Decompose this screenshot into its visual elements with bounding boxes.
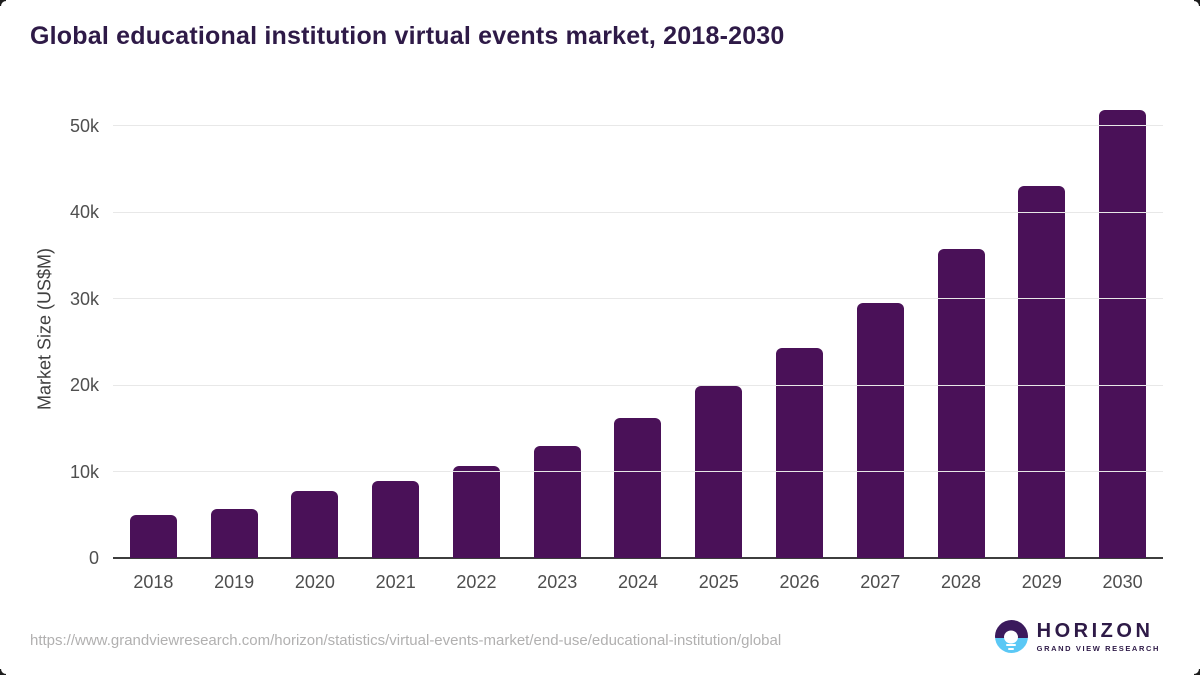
corner-mark-top-right	[1194, 0, 1200, 6]
y-tick-label: 20k	[69, 375, 99, 396]
logo-sun-shape	[1004, 630, 1019, 644]
chart-title: Global educational institution virtual e…	[30, 22, 785, 50]
x-tick-label: 2023	[537, 572, 578, 592]
x-tick-label: 2022	[456, 572, 497, 592]
x-tick-label: 2029	[1021, 572, 1062, 592]
x-tick-label: 2027	[860, 572, 901, 592]
bar-2018[interactable]	[129, 514, 177, 558]
bar-slot	[678, 100, 759, 558]
gridline	[113, 471, 1163, 473]
bar-slot	[840, 100, 921, 558]
bar-2023[interactable]	[533, 445, 581, 558]
x-tick-label: 2020	[294, 572, 335, 592]
corner-mark-bottom-right	[1194, 669, 1200, 675]
y-tick-label: 30k	[69, 288, 99, 309]
bar-slot	[517, 100, 598, 558]
bars-row	[113, 100, 1163, 558]
bar-2027[interactable]	[856, 303, 904, 558]
gridline	[113, 298, 1163, 300]
bar-slot	[1001, 100, 1082, 558]
x-tick-label: 2025	[698, 572, 739, 592]
logo-subtitle: GRAND VIEW RESEARCH	[1036, 643, 1160, 653]
bar-slot	[1082, 100, 1163, 558]
bar-slot	[921, 100, 1002, 558]
x-tick-label: 2019	[214, 572, 255, 592]
logo-mark-icon	[994, 620, 1028, 653]
bar-2026[interactable]	[776, 348, 823, 558]
plot-area	[113, 100, 1163, 559]
x-axis-labels: 2018 2019 2020 2021 2022 2023 2024 2025 2026 2027…	[113, 570, 1163, 594]
bar-2022[interactable]	[452, 466, 500, 558]
gridline	[113, 211, 1163, 213]
y-tick-label: 40k	[69, 202, 99, 223]
y-tick-label: 50k	[69, 115, 99, 136]
bar-slot	[275, 100, 356, 558]
gridline	[113, 125, 1163, 127]
bar-2029[interactable]	[1018, 185, 1066, 558]
y-tick-label: 0	[88, 548, 99, 568]
bar-2030[interactable]	[1099, 109, 1147, 558]
bar-slot	[194, 100, 275, 558]
x-tick-label: 2028	[941, 572, 982, 592]
bar-2024[interactable]	[614, 418, 662, 558]
bar-2028[interactable]	[937, 248, 985, 558]
horizon-logo[interactable]: HORIZON GRAND VIEW RESEARCH	[994, 619, 1160, 653]
x-axis-line	[113, 557, 1163, 559]
bar-slot	[759, 100, 840, 558]
logo-name: HORIZON	[1036, 619, 1154, 642]
source-url: https://www.grandviewresearch.com/horizo…	[30, 632, 782, 649]
bar-2019[interactable]	[210, 508, 258, 558]
x-tick-label: 2021	[375, 572, 416, 592]
x-tick-label: 2024	[617, 572, 658, 592]
logo-reflection-line	[1006, 643, 1017, 646]
bar-2021[interactable]	[372, 481, 420, 558]
bar-slot	[598, 100, 679, 558]
bar-slot	[436, 100, 517, 558]
gridline	[113, 384, 1163, 386]
bar-2020[interactable]	[291, 490, 339, 558]
y-axis-labels: 0 10k 20k 30k 40k 50k	[0, 0, 99, 675]
x-tick-label: 2018	[133, 572, 174, 592]
x-tick-label: 2030	[1102, 572, 1143, 592]
x-tick-label: 2026	[779, 572, 820, 592]
y-tick-label: 10k	[69, 461, 99, 482]
logo-reflection-line	[1008, 647, 1015, 650]
corner-mark-top-left	[0, 0, 6, 6]
bar-slot	[355, 100, 436, 558]
corner-mark-bottom-left	[0, 669, 6, 675]
bar-slot	[113, 100, 194, 558]
